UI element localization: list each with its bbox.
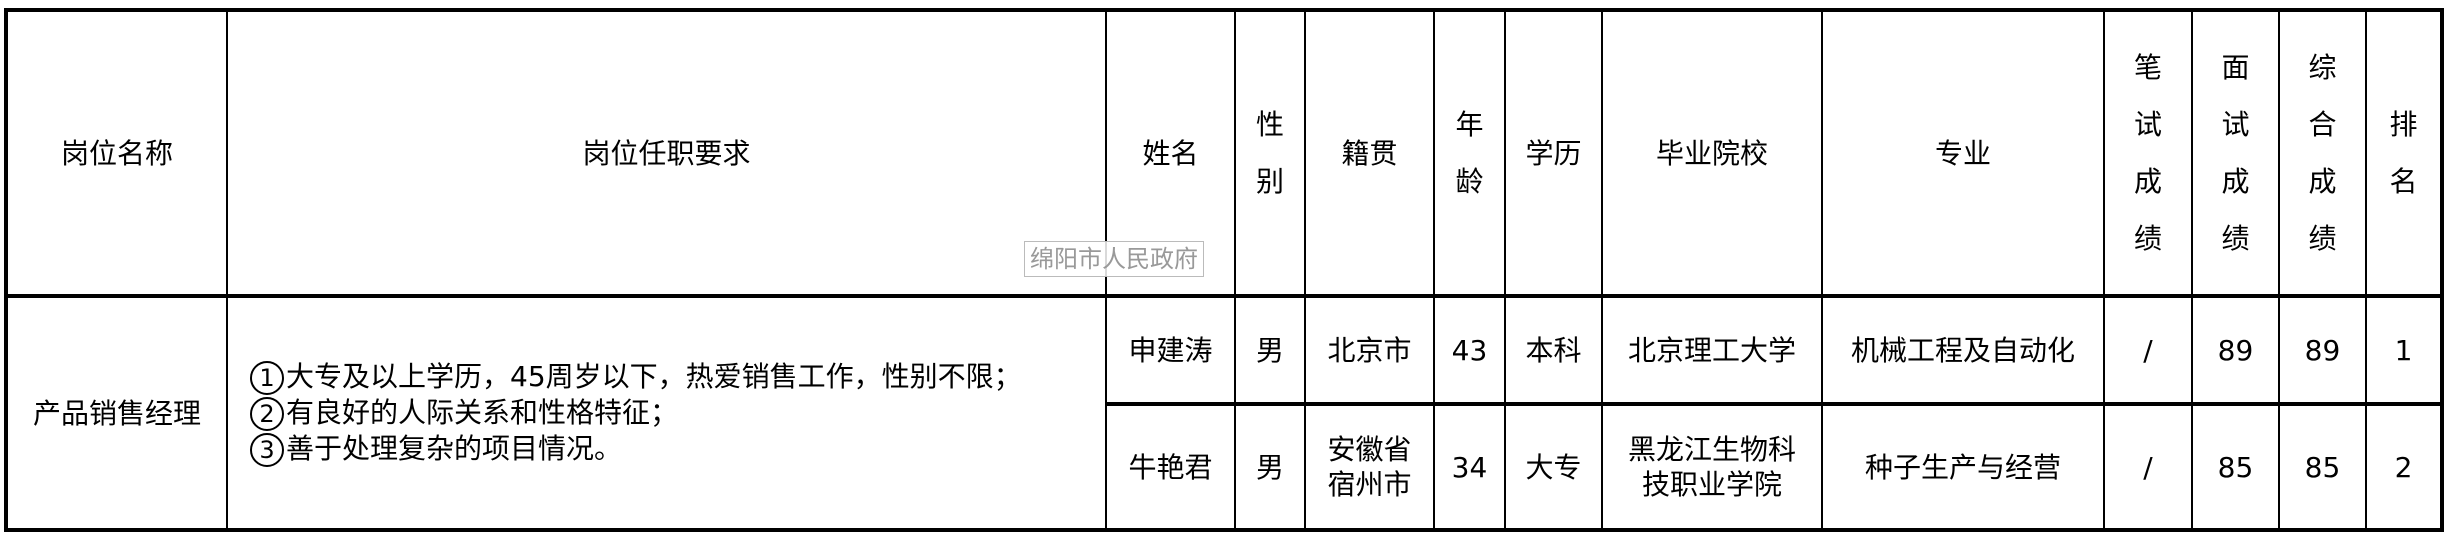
header-school: 毕业院校 (1601, 9, 1823, 298)
name-cell: 申建涛 (1105, 295, 1236, 406)
gender-cell: 男 (1234, 403, 1306, 531)
header-total-score: 综合成绩 (2278, 9, 2367, 298)
header-major: 专业 (1821, 9, 2105, 298)
header-requirements: 岗位任职要求 (226, 9, 1107, 298)
header-written-score: 笔试成绩 (2103, 9, 2193, 298)
requirements-cell: 1 大专及以上学历，45周岁以下，热爱销售工作，性别不限； 2 有良好的人际关系和性… (226, 295, 1107, 531)
position-cell: 产品销售经理 (5, 295, 228, 531)
rank-cell: 1 (2365, 295, 2443, 406)
education-cell: 本科 (1504, 295, 1603, 406)
header-age: 年龄 (1433, 9, 1506, 298)
requirement-item: 2 有良好的人际关系和性格特征； (250, 395, 1105, 431)
rank-cell: 2 (2365, 403, 2443, 531)
written-score-cell: / (2103, 403, 2193, 531)
requirement-item: 3 善于处理复杂的项目情况。 (250, 431, 1105, 467)
header-position: 岗位名称 (5, 9, 228, 298)
name-cell: 牛艳君 (1105, 403, 1236, 531)
candidate-table: 岗位名称 岗位任职要求 姓名 性别 籍贯 年龄 学历 毕业院校 专业 笔试成绩 … (4, 8, 2444, 532)
origin-cell: 安徽省 宿州市 (1304, 403, 1435, 531)
header-interview-score: 面试成绩 (2191, 9, 2280, 298)
header-education: 学历 (1504, 9, 1603, 298)
written-score-cell: / (2103, 295, 2193, 406)
requirement-item: 1 大专及以上学历，45周岁以下，热爱销售工作，性别不限； (250, 359, 1105, 395)
table-row: 牛艳君 男 安徽省 宿州市 34 大专 黑龙江生物科 技职业学院 种子生产与经营 /… (6, 403, 2443, 531)
major-cell: 机械工程及自动化 (1821, 295, 2105, 406)
table-row: 产品销售经理 1 大专及以上学历，45周岁以下，热爱销售工作，性别不限； 2 有良好… (5, 295, 2443, 531)
gender-cell: 男 (1234, 295, 1306, 406)
education-cell: 大专 (1504, 403, 1603, 531)
age-cell: 43 (1433, 295, 1506, 406)
watermark: 绵阳市人民政府 (1024, 241, 1204, 277)
interview-score-cell: 85 (2191, 403, 2280, 531)
origin-cell: 北京市 (1304, 295, 1435, 406)
age-cell: 34 (1433, 403, 1506, 531)
header-gender: 性别 (1234, 9, 1306, 298)
header-origin: 籍贯 (1304, 9, 1435, 298)
total-score-cell: 85 (2278, 403, 2367, 531)
school-cell: 北京理工大学 (1601, 295, 1823, 406)
school-cell: 黑龙江生物科 技职业学院 (1601, 403, 1823, 531)
total-score-cell: 89 (2278, 295, 2367, 406)
header-rank: 排名 (2365, 9, 2443, 298)
interview-score-cell: 89 (2191, 295, 2280, 406)
header-row: 岗位名称 岗位任职要求 姓名 性别 籍贯 年龄 学历 毕业院校 专业 笔试成绩 … (5, 9, 2443, 298)
major-cell: 种子生产与经营 (1821, 403, 2105, 531)
